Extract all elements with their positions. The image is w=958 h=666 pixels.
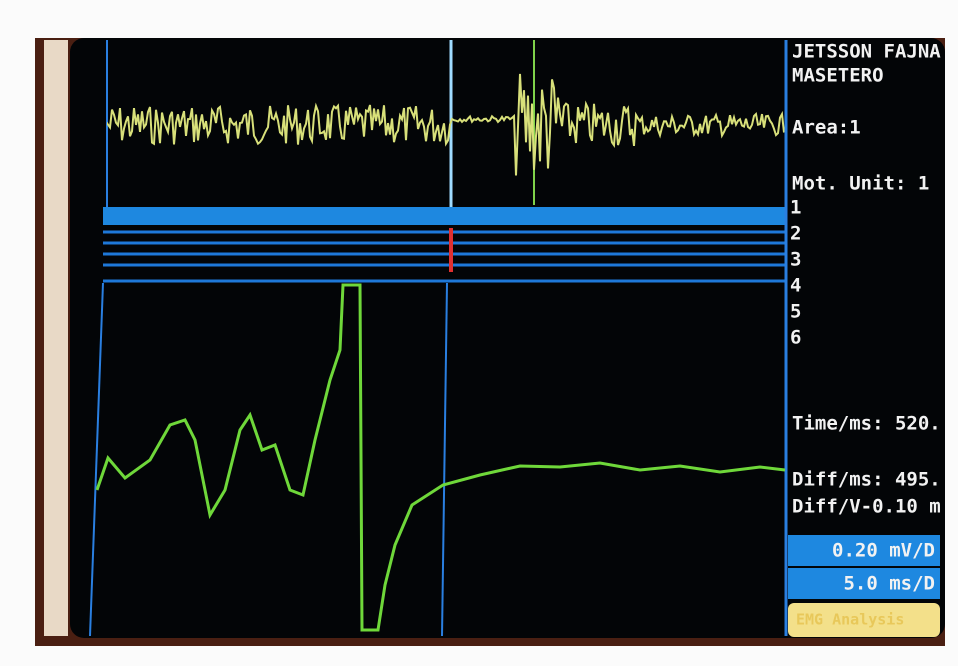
unit-number: 1 <box>790 197 801 219</box>
bezel-edge <box>44 40 68 636</box>
diff-ms: Diff/ms: 495. <box>792 469 941 491</box>
motor-unit: Mot. Unit: 1 <box>792 173 929 195</box>
muscle: MASETERO <box>792 65 884 87</box>
unit-bar <box>103 207 786 225</box>
time: Time/ms: 520. <box>792 413 941 435</box>
patient-name: JETSSON FAJNA <box>792 41 941 63</box>
screen-photo: JETSSON FAJNA MASETERO Area:1 Mot. Unit:… <box>0 0 958 666</box>
page: JETSSON FAJNA MASETERO Area:1 Mot. Unit:… <box>0 0 958 666</box>
area: Area:1 <box>792 117 861 139</box>
sweep: 5.0 ms/D <box>843 573 935 595</box>
mode: EMG Analysis <box>796 611 904 629</box>
unit-number: 4 <box>790 275 801 297</box>
unit-number: 6 <box>790 327 801 349</box>
unit-marker <box>449 228 453 272</box>
unit-number: 5 <box>790 301 801 323</box>
gain: 0.20 mV/D <box>832 540 935 562</box>
unit-number: 3 <box>790 249 801 271</box>
diff-v: Diff/V-0.10 m <box>792 496 941 518</box>
unit-number: 2 <box>790 223 801 245</box>
